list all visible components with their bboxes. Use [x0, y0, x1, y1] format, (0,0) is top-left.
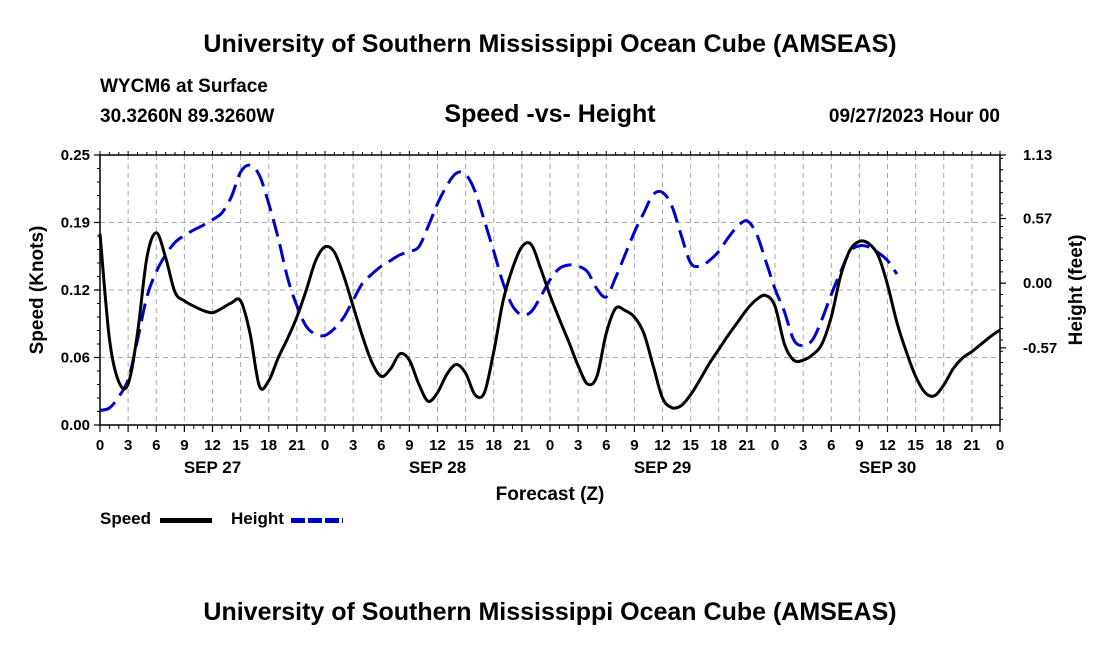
x-day-label: SEP 27 [184, 458, 241, 477]
chart-series [98, 163, 1001, 412]
x-tick-label: 21 [514, 437, 531, 454]
chart-main-title: University of Southern Mississippi Ocean… [203, 30, 897, 58]
chart-axes: 0 3 6 9 12 15 18 21 0 3 6 9 12 15 18 21 0 3 6 9 12 15 18 21 0 3 6 9… [61, 147, 1057, 477]
x-tick-label: 0 [96, 437, 104, 454]
y2-tick-label: 0.57 [1023, 211, 1052, 228]
x-tick-label: 9 [180, 437, 188, 454]
x-tick-label: 3 [574, 437, 582, 454]
x-tick-label: 15 [682, 437, 699, 454]
legend-height-swatch [291, 518, 343, 523]
x-tick-label: 12 [204, 437, 221, 454]
x-day-label: SEP 29 [634, 458, 691, 477]
y2-axis-label: Height (feet) [1066, 235, 1087, 346]
y2-tick-label: -0.57 [1023, 340, 1057, 357]
x-tick-label: 9 [855, 437, 863, 454]
y-tick-label: 0.00 [61, 417, 90, 434]
legend-height-label: Height [231, 509, 284, 528]
x-tick-label: 3 [349, 437, 357, 454]
x-tick-label: 6 [602, 437, 610, 454]
coordinates-label: 30.3260N 89.3260W [100, 106, 275, 127]
x-tick-label: 12 [879, 437, 896, 454]
chart-grid [100, 155, 1000, 425]
chart-subtitle: Speed -vs- Height [444, 100, 656, 128]
y2-tick-label: 0.00 [1023, 275, 1052, 292]
x-tick-label: 0 [996, 437, 1004, 454]
x-tick-label: 18 [710, 437, 727, 454]
x-tick-label: 21 [964, 437, 981, 454]
x-tick-label: 15 [232, 437, 249, 454]
y2-tick-label: 1.13 [1023, 147, 1052, 164]
x-tick-label: 3 [124, 437, 132, 454]
x-tick-label: 0 [771, 437, 779, 454]
x-tick-label: 21 [289, 437, 306, 454]
footer-title: University of Southern Mississippi Ocean… [203, 598, 897, 626]
x-tick-label: 6 [827, 437, 835, 454]
x-tick-label: 18 [485, 437, 502, 454]
x-tick-label: 0 [321, 437, 329, 454]
height-series-line [99, 163, 899, 412]
x-day-label: SEP 28 [409, 458, 466, 477]
x-tick-label: 12 [429, 437, 446, 454]
speed-series-line [98, 231, 1001, 410]
legend-speed-swatch [160, 518, 212, 523]
y-tick-label: 0.19 [61, 215, 90, 232]
x-tick-label: 9 [630, 437, 638, 454]
x-tick-label: 15 [457, 437, 474, 454]
x-tick-label: 0 [546, 437, 554, 454]
x-day-label: SEP 30 [859, 458, 916, 477]
x-tick-label: 21 [739, 437, 756, 454]
x-tick-label: 6 [152, 437, 160, 454]
x-tick-label: 3 [799, 437, 807, 454]
station-label: WYCM6 at Surface [100, 76, 268, 97]
x-tick-label: 6 [377, 437, 385, 454]
y-axis-label: Speed (Knots) [27, 226, 48, 355]
x-tick-label: 15 [907, 437, 924, 454]
x-axis-label: Forecast (Z) [496, 484, 605, 505]
x-tick-label: 18 [260, 437, 277, 454]
x-tick-label: 18 [935, 437, 952, 454]
x-tick-label: 9 [405, 437, 413, 454]
y-tick-label: 0.06 [61, 350, 90, 367]
legend-speed-label: Speed [100, 509, 152, 528]
y-tick-label: 0.12 [61, 282, 90, 299]
y-tick-label: 0.25 [61, 147, 90, 164]
forecast-date-label: 09/27/2023 Hour 00 [828, 106, 1000, 127]
x-tick-label: 12 [654, 437, 671, 454]
